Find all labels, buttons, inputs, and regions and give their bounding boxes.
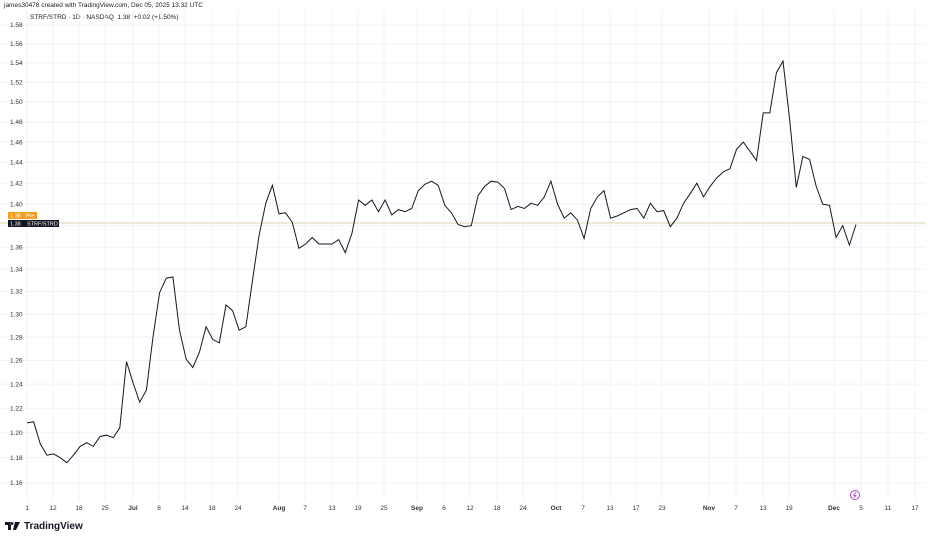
x-tick-label: 12 bbox=[49, 505, 57, 512]
x-tick-label: 19 bbox=[354, 505, 362, 512]
x-tick-label: Jul bbox=[128, 505, 138, 512]
y-tick-label: 1.52 bbox=[10, 80, 23, 87]
pre-price-label: 1.38 Pre bbox=[8, 212, 37, 220]
x-tick-label: 13 bbox=[606, 505, 614, 512]
x-tick-label: 24 bbox=[234, 505, 242, 512]
pre-value: 1.38 bbox=[10, 214, 21, 220]
y-tick-label: 1.18 bbox=[10, 455, 23, 462]
y-tick-label: 1.26 bbox=[10, 358, 23, 365]
last-price: 1.38 bbox=[117, 14, 131, 21]
price-change: +0.02 (+1.50%) bbox=[133, 14, 179, 21]
y-tick-label: 1.32 bbox=[10, 289, 23, 296]
pre-tag: Pre bbox=[26, 214, 35, 220]
last-value: 1.38 bbox=[10, 222, 21, 228]
y-tick-label: 1.42 bbox=[10, 180, 23, 187]
y-tick-label: 1.30 bbox=[10, 311, 23, 318]
y-tick-label: 1.50 bbox=[10, 99, 23, 106]
y-tick-label: 1.54 bbox=[10, 60, 23, 67]
y-tick-label: 1.58 bbox=[10, 22, 23, 29]
x-tick-label: 18 bbox=[208, 505, 216, 512]
y-tick-label: 1.16 bbox=[10, 480, 23, 487]
price-line bbox=[26, 59, 857, 464]
y-tick-label: 1.22 bbox=[10, 405, 23, 412]
x-tick-label: 23 bbox=[658, 505, 666, 512]
symbol-info: STRF/STRD · 1D · NASDAQ bbox=[30, 14, 114, 21]
x-tick-label: 17 bbox=[632, 505, 640, 512]
x-tick-label: Oct bbox=[551, 505, 563, 512]
y-tick-label: 1.24 bbox=[10, 381, 23, 388]
x-tick-label: Nov bbox=[703, 505, 716, 512]
x-tick-label: 25 bbox=[380, 505, 388, 512]
x-tick-label: Dec bbox=[828, 505, 840, 512]
tradingview-logo-icon bbox=[5, 522, 20, 530]
x-tick-label: 13 bbox=[759, 505, 767, 512]
x-tick-label: 17 bbox=[911, 505, 919, 512]
brand-name: TradingView bbox=[24, 521, 83, 532]
x-tick-label: 13 bbox=[328, 505, 336, 512]
x-tick-label: Aug bbox=[273, 505, 286, 512]
x-tick-label: 18 bbox=[75, 505, 83, 512]
symbol-legend: STRF/STRD · 1D · NASDAQ 1.38 +0.02 (+1.5… bbox=[30, 14, 179, 21]
x-tick-label: 7 bbox=[581, 505, 585, 512]
y-tick-label: 1.48 bbox=[10, 119, 23, 126]
x-tick-label: 8 bbox=[157, 505, 161, 512]
event-circle-icon[interactable] bbox=[850, 490, 860, 500]
y-tick-label: 1.20 bbox=[10, 430, 23, 437]
chart-credit: james30478 created with TradingView.com,… bbox=[4, 2, 203, 9]
tradingview-logo[interactable]: TradingView bbox=[5, 521, 83, 532]
last-tag: STRF/STRD bbox=[27, 222, 58, 228]
x-tick-label: 25 bbox=[101, 505, 109, 512]
x-tick-label: 19 bbox=[785, 505, 793, 512]
y-tick-label: 1.34 bbox=[10, 266, 23, 273]
y-tick-label: 1.36 bbox=[10, 244, 23, 251]
y-tick-label: 1.44 bbox=[10, 160, 23, 167]
x-tick-label: 6 bbox=[442, 505, 446, 512]
x-tick-label: 12 bbox=[466, 505, 474, 512]
x-tick-label: 14 bbox=[181, 505, 189, 512]
y-tick-label: 1.40 bbox=[10, 201, 23, 208]
x-tick-label: 7 bbox=[734, 505, 738, 512]
x-tick-label: 5 bbox=[859, 505, 863, 512]
y-tick-label: 1.28 bbox=[10, 334, 23, 341]
x-tick-label: 1 bbox=[25, 505, 29, 512]
x-tick-label: 11 bbox=[885, 505, 892, 512]
price-points bbox=[27, 61, 856, 463]
y-tick-label: 1.46 bbox=[10, 139, 23, 146]
x-tick-label: 7 bbox=[303, 505, 307, 512]
y-tick-label: 1.56 bbox=[10, 41, 23, 48]
last-price-label: 1.38 STRF/STRD bbox=[8, 220, 59, 228]
x-tick-label: 24 bbox=[519, 505, 527, 512]
x-tick-label: 18 bbox=[493, 505, 501, 512]
x-tick-label: Sep bbox=[411, 505, 423, 512]
